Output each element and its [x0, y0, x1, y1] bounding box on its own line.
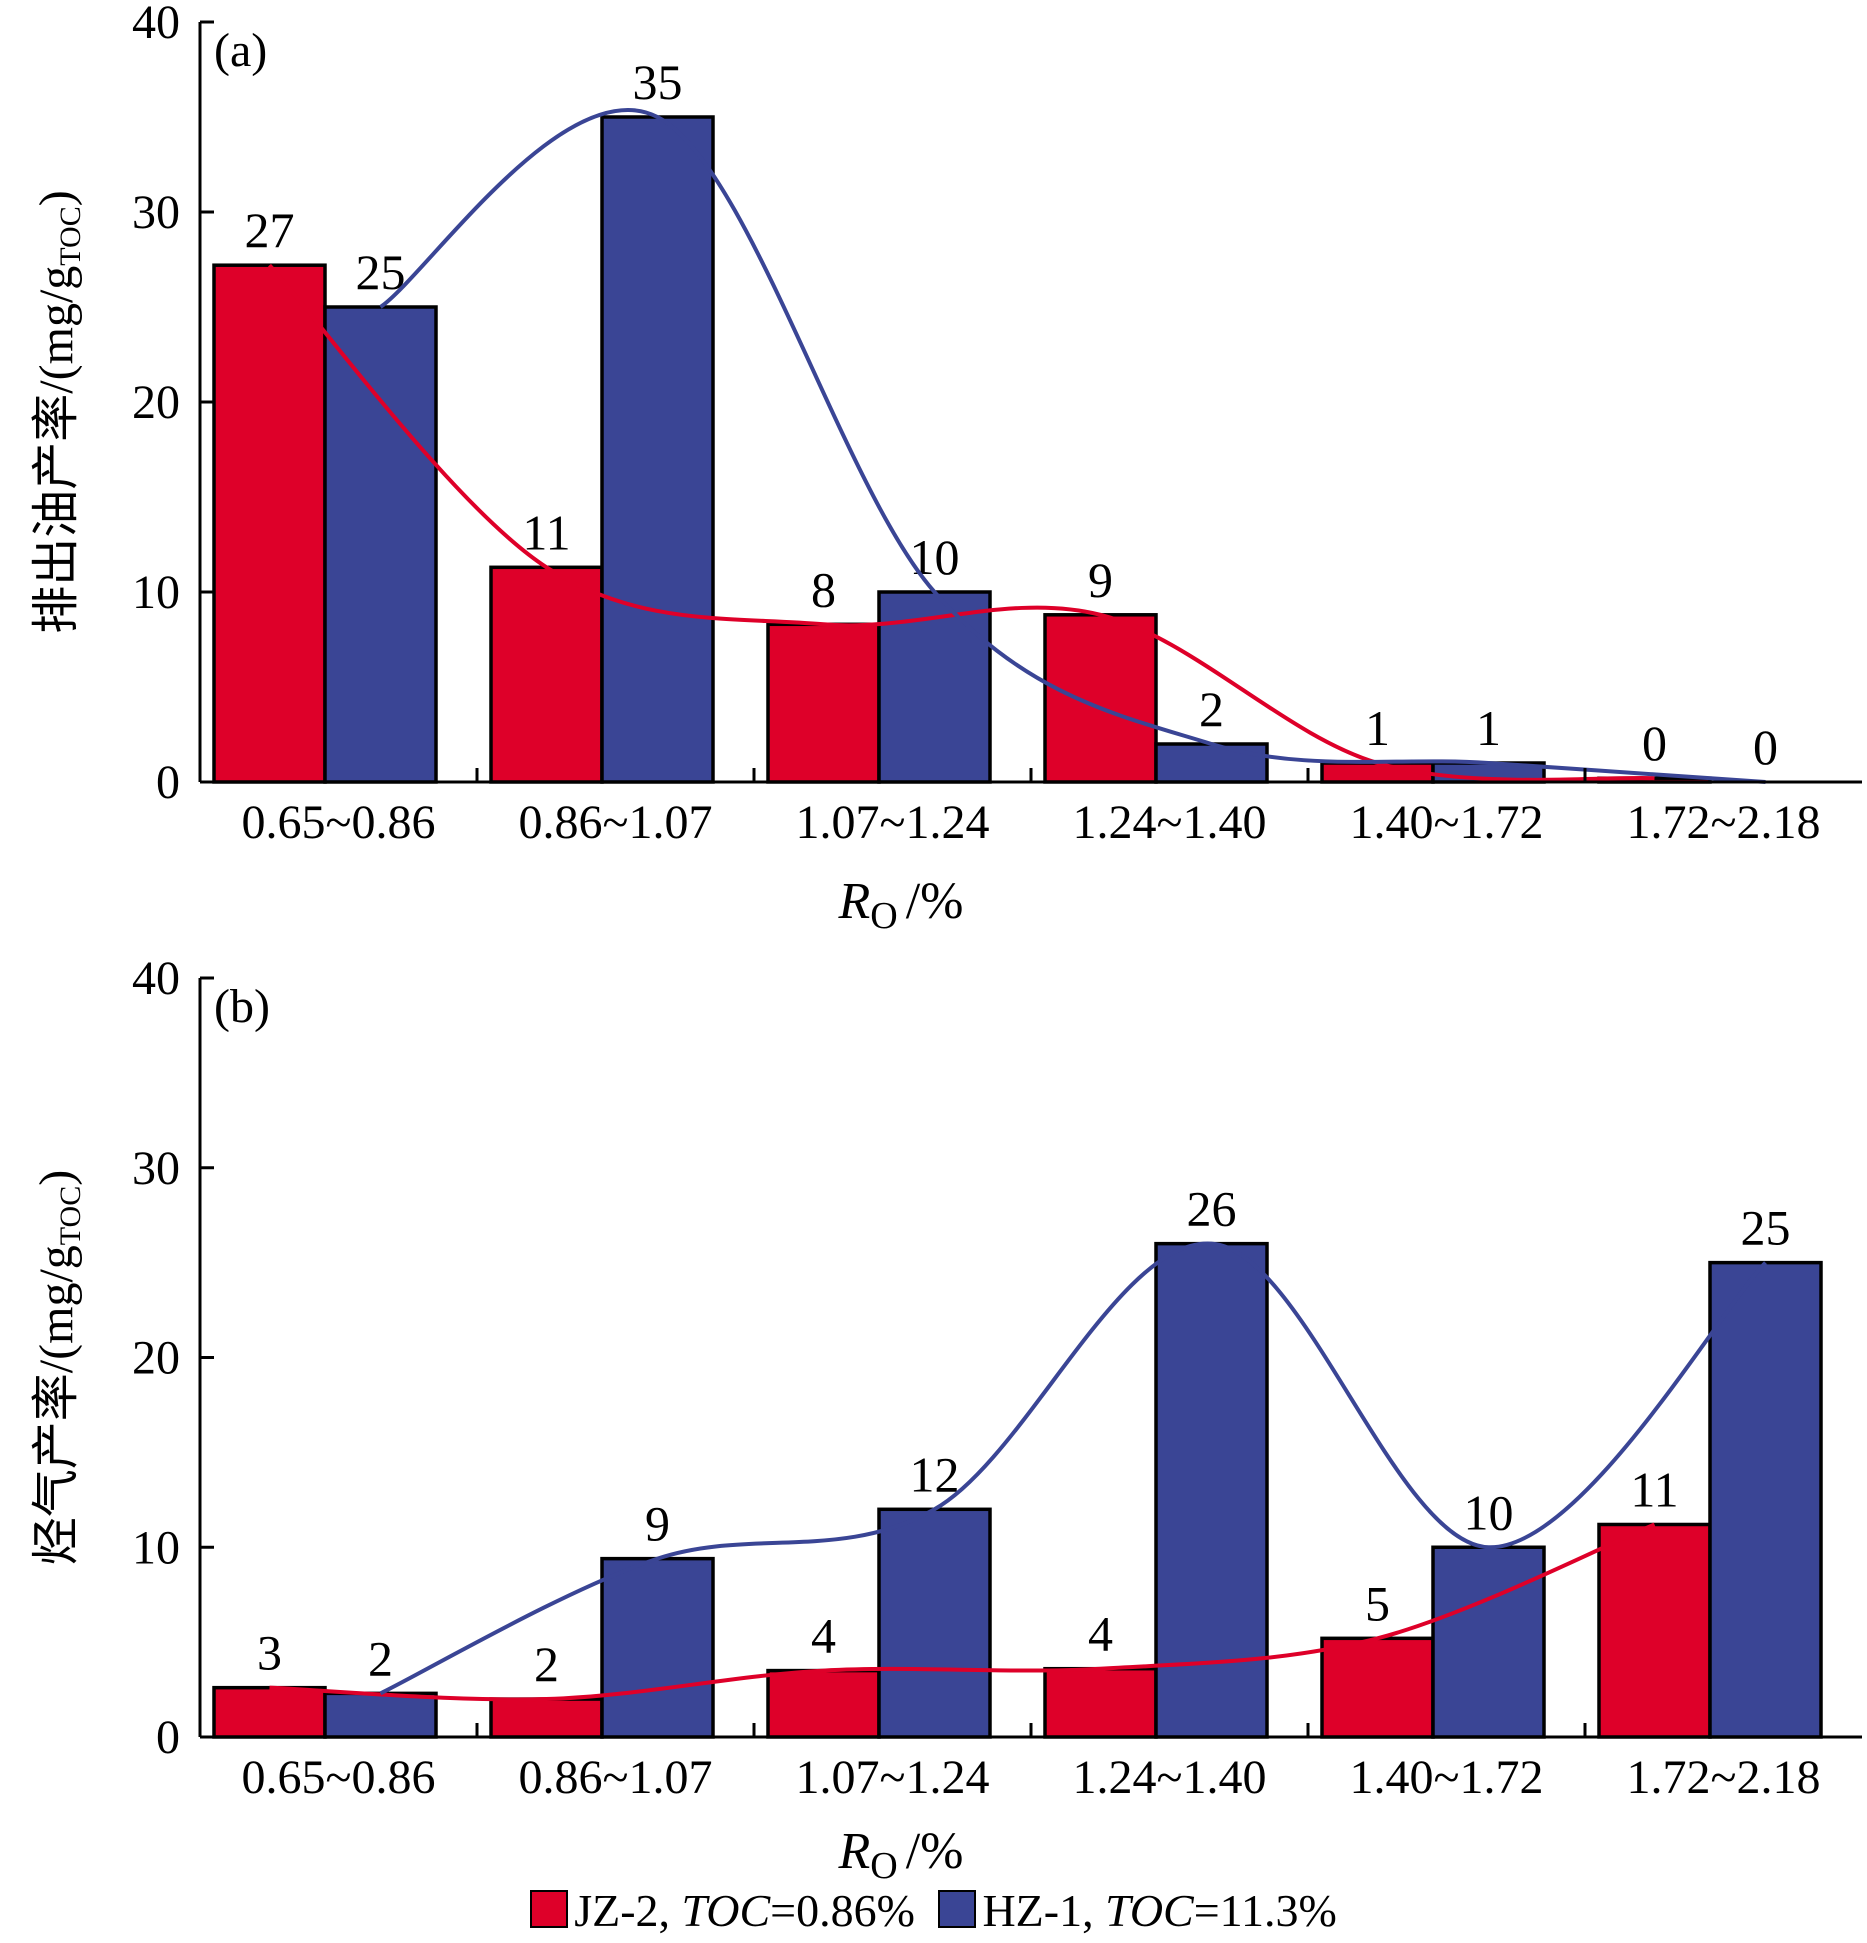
- x-tick-label-4: 1.24~1.40: [1073, 1751, 1267, 1804]
- legend-name-jz2: JZ-2,: [574, 1885, 671, 1936]
- x-axis-title: RO/%: [838, 873, 964, 937]
- y-tick-label-40: 40: [132, 0, 180, 49]
- x-tick-label-6: 1.72~2.18: [1627, 1751, 1821, 1804]
- data-label-hz-1-3: 12: [910, 1446, 960, 1502]
- legend-swatch-jz2: [530, 1890, 569, 1928]
- y-tick-label-30: 30: [132, 186, 180, 239]
- legend-toc-value-jz2: =0.86%: [770, 1885, 915, 1936]
- x-tick-label-3: 1.07~1.24: [796, 1751, 990, 1804]
- bar-jz-2-4: [1043, 613, 1158, 784]
- data-label-jz-2-6: 11: [1630, 1461, 1678, 1517]
- panel-label: (b): [214, 980, 270, 1033]
- data-label-jz-2-2: 11: [522, 504, 570, 560]
- x-tick-label-5: 1.40~1.72: [1350, 1751, 1544, 1804]
- data-label-hz-1-4: 26: [1187, 1181, 1237, 1237]
- legend-name-hz1: HZ-1,: [982, 1885, 1094, 1936]
- data-label-jz-2-2: 2: [534, 1636, 559, 1692]
- y-tick-label-10: 10: [132, 566, 180, 619]
- bar-jz-2-6: [1597, 1522, 1712, 1739]
- legend-toc-value-hz1: =11.3%: [1193, 1885, 1337, 1936]
- trend-curve-hz-1: [379, 1241, 1767, 1696]
- data-label-jz-2-5: 5: [1365, 1575, 1390, 1631]
- x-tick-label-2: 0.86~1.07: [519, 796, 713, 849]
- x-tick-label-4: 1.24~1.40: [1073, 796, 1267, 849]
- bar-hz-1-4: [1154, 742, 1269, 784]
- bar-jz-2-2: [489, 1697, 604, 1739]
- data-label-jz-2-4: 9: [1088, 552, 1113, 608]
- data-label-hz-1-2: 9: [645, 1496, 670, 1552]
- bar-jz-2-2: [489, 565, 604, 784]
- y-tick-label-10: 10: [132, 1521, 180, 1574]
- x-axis-title: RO/%: [838, 1823, 964, 1887]
- data-label-hz-1-5: 10: [1464, 1484, 1514, 1540]
- y-tick-label-20: 20: [132, 376, 180, 429]
- legend-toc-label-jz2: TOC: [681, 1885, 771, 1936]
- bar-jz-2-5: [1320, 1636, 1435, 1739]
- x-tick-label-1: 0.65~0.86: [242, 796, 436, 849]
- data-label-hz-1-6: 0: [1753, 719, 1778, 775]
- bar-jz-2-1: [212, 1685, 327, 1739]
- bar-hz-1-1: [323, 1691, 438, 1739]
- data-label-jz-2-1: 27: [245, 202, 295, 258]
- bar-hz-1-2: [600, 115, 715, 784]
- panel-b-gas-yield-chart: 3 2 4 4 5 11 2 9 12 26 10 25 0 10 20 30 40 0.65~0.86 0.86~…: [30, 952, 1862, 1887]
- x-tick-label-6: 1.72~2.18: [1627, 796, 1821, 849]
- data-label-hz-1-4: 2: [1199, 681, 1224, 737]
- bar-jz-2-3: [766, 1668, 881, 1739]
- x-tick-label-3: 1.07~1.24: [796, 796, 990, 849]
- legend: JZ-2, TOC=0.86% HZ-1, TOC=11.3%: [0, 1884, 1867, 1937]
- x-tick-label-2: 0.86~1.07: [519, 1751, 713, 1804]
- data-label-jz-2-4: 4: [1088, 1606, 1113, 1662]
- legend-item-jz2: JZ-2, TOC=0.86%: [530, 1884, 915, 1937]
- data-label-hz-1-5: 1: [1476, 700, 1501, 756]
- data-label-jz-2-3: 4: [811, 1608, 836, 1664]
- trend-curve-hz-1: [379, 107, 1766, 784]
- data-label-jz-2-1: 3: [257, 1625, 282, 1681]
- bar-hz-1-3: [877, 1507, 992, 1739]
- bar-hz-1-6: [1708, 1260, 1823, 1739]
- data-label-jz-2-3: 8: [811, 561, 836, 617]
- data-label-hz-1-6: 25: [1741, 1200, 1791, 1256]
- y-tick-label-30: 30: [132, 1142, 180, 1195]
- data-label-jz-2-5: 1: [1365, 700, 1390, 756]
- bar-jz-2-1: [212, 263, 327, 784]
- legend-swatch-hz1: [938, 1890, 977, 1928]
- data-label-jz-2-6: 0: [1642, 715, 1667, 771]
- bar-hz-1-3: [877, 590, 992, 784]
- bar-jz-2-4: [1043, 1666, 1158, 1739]
- trend-curve-jz-2: [269, 1522, 1656, 1702]
- y-tick-label-20: 20: [132, 1332, 180, 1385]
- panel-label: (a): [214, 24, 267, 77]
- bar-jz-2-3: [766, 622, 881, 784]
- bar-hz-1-5: [1431, 1545, 1546, 1739]
- trend-curve-jz-2: [268, 263, 1655, 782]
- x-tick-label-5: 1.40~1.72: [1350, 796, 1544, 849]
- x-tick-label-1: 0.65~0.86: [242, 1751, 436, 1804]
- data-label-hz-1-3: 10: [910, 529, 960, 585]
- y-axis-title: 排出油产率/(mg/gTOC): [30, 190, 87, 633]
- legend-toc-label-hz1: TOC: [1105, 1885, 1194, 1936]
- bar-hz-1-1: [323, 305, 438, 784]
- bar-hz-1-2: [600, 1556, 715, 1739]
- y-tick-label-0: 0: [156, 756, 180, 809]
- y-axis-title: 烃气产率/(mg/gTOC): [30, 1170, 87, 1565]
- data-label-hz-1-1: 2: [368, 1630, 393, 1686]
- y-tick-label-0: 0: [156, 1711, 180, 1764]
- legend-item-hz1: HZ-1, TOC=11.3%: [938, 1884, 1337, 1937]
- y-tick-label-40: 40: [132, 952, 180, 1005]
- data-label-hz-1-2: 35: [633, 54, 683, 110]
